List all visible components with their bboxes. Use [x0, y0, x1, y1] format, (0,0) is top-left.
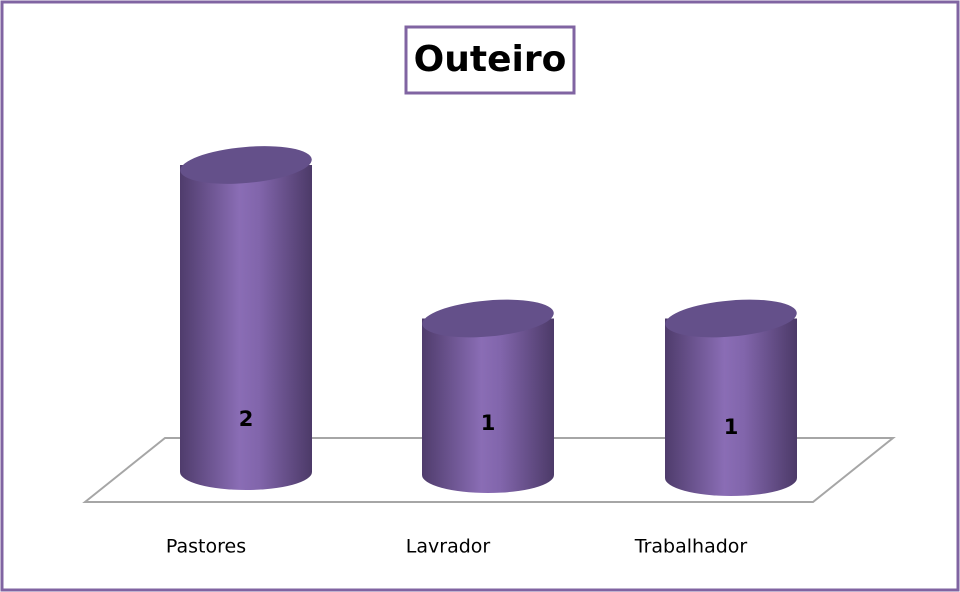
bar-top: [180, 146, 312, 184]
x-tick-label: Trabalhador: [634, 536, 748, 558]
x-tick-label: Lavrador: [406, 536, 491, 558]
data-label: 1: [724, 415, 739, 439]
bar-top: [665, 299, 797, 338]
bar-top: [422, 299, 554, 338]
bar: [665, 318, 797, 496]
bar: [422, 318, 554, 493]
data-label: 1: [481, 411, 496, 435]
bar: [180, 165, 312, 490]
data-label: 2: [239, 407, 254, 431]
chart-title: Outeiro: [414, 39, 567, 80]
title-box: [404, 25, 576, 95]
x-tick-label: Pastores: [166, 536, 246, 558]
